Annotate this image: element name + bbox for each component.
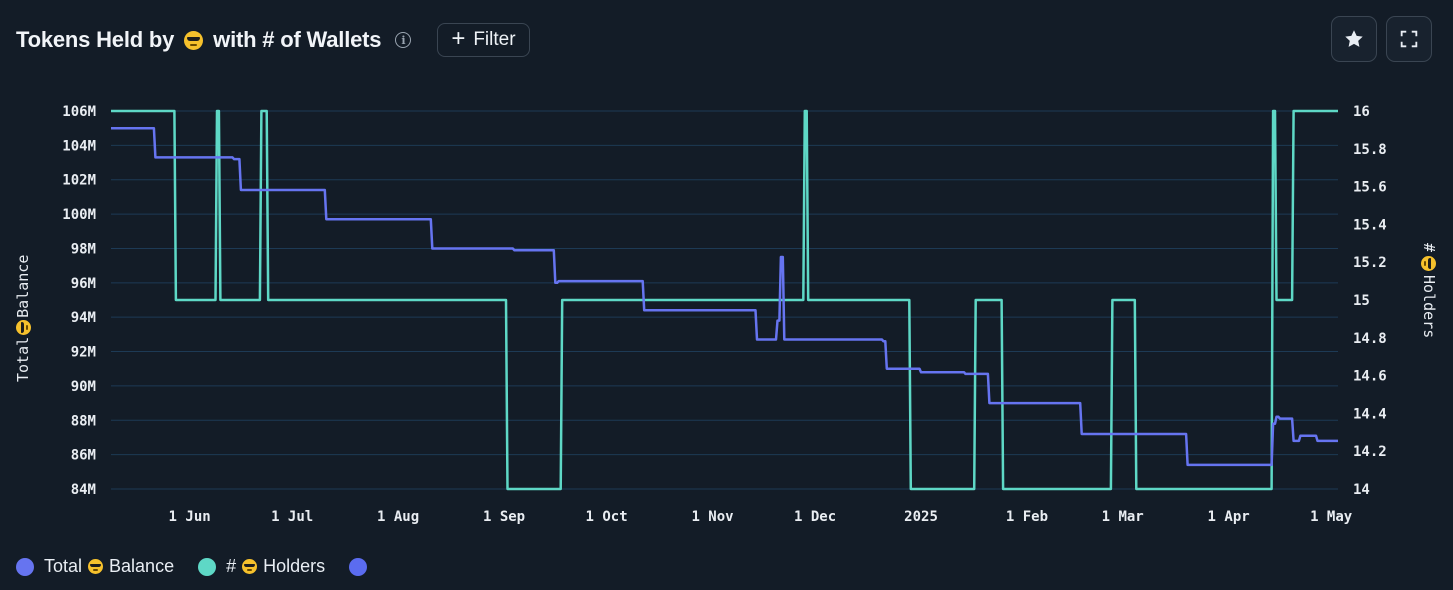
left-tick-label: 86M bbox=[71, 448, 96, 464]
right-axis-ticks: 14 14.2 14.4 14.6 14.8 15 15.2 15.4 15.6 15.8 16 bbox=[1353, 104, 1387, 498]
plus-icon: + bbox=[451, 25, 466, 52]
holders-series-line bbox=[111, 109, 1338, 491]
right-tick-label: 15.2 bbox=[1353, 255, 1387, 271]
right-tick-label: 15.6 bbox=[1353, 180, 1387, 196]
left-axis-ticks: 84M 86M 88M 90M 92M 94M 96M 98M 100M 102M 104M 106M bbox=[62, 104, 96, 498]
left-tick-label: 88M bbox=[71, 413, 96, 429]
series-lines bbox=[111, 109, 1338, 491]
right-tick-label: 15.4 bbox=[1353, 217, 1387, 233]
right-tick-label: 15 bbox=[1353, 293, 1370, 309]
filter-button[interactable]: + Filter bbox=[437, 23, 530, 57]
right-tick-label: 14.6 bbox=[1353, 369, 1387, 385]
chart-title: Tokens Held by with # of Wallets i bbox=[16, 27, 412, 53]
emoji-sunglasses-icon bbox=[184, 30, 204, 50]
favorite-button[interactable] bbox=[1331, 16, 1377, 62]
right-tick-label: 16 bbox=[1353, 104, 1370, 120]
info-icon[interactable]: i bbox=[395, 32, 412, 48]
left-tick-label: 92M bbox=[71, 345, 96, 361]
x-tick-label: 1 Sep bbox=[483, 509, 525, 525]
x-tick-label: 1 Mar bbox=[1102, 509, 1144, 525]
left-tick-label: 102M bbox=[62, 173, 96, 189]
x-tick-label: 1 Jun bbox=[169, 509, 211, 525]
legend-item-balance[interactable]: Total Balance bbox=[16, 556, 174, 577]
legend-item-holders[interactable]: # Holders bbox=[198, 556, 325, 577]
x-tick-label: 1 Aug bbox=[377, 509, 419, 525]
right-tick-label: 14.8 bbox=[1353, 331, 1387, 347]
left-tick-label: 84M bbox=[71, 482, 96, 498]
right-axis-label: # Holders bbox=[1420, 243, 1438, 339]
emoji-sunglasses-icon bbox=[88, 559, 104, 574]
chart-header: Tokens Held by with # of Wallets i + Fil… bbox=[16, 22, 530, 58]
left-tick-label: 96M bbox=[71, 276, 96, 292]
legend-dot bbox=[349, 557, 368, 576]
fullscreen-button[interactable] bbox=[1386, 16, 1432, 62]
left-tick-label: 90M bbox=[71, 379, 96, 395]
x-tick-label: 2025 bbox=[904, 509, 938, 525]
x-tick-label: 1 Apr bbox=[1208, 509, 1250, 525]
left-tick-label: 98M bbox=[71, 241, 96, 257]
x-tick-label: 1 Jul bbox=[271, 509, 313, 525]
left-tick-label: 100M bbox=[62, 207, 96, 223]
right-tick-label: 14.4 bbox=[1353, 406, 1387, 422]
title-prefix: Tokens Held by bbox=[16, 27, 175, 52]
x-tick-label: 1 May bbox=[1310, 509, 1353, 525]
left-tick-label: 106M bbox=[62, 104, 96, 120]
x-tick-label: 1 Dec bbox=[794, 509, 836, 525]
x-axis-ticks: 1 Jun 1 Jul 1 Aug 1 Sep 1 Oct 1 Nov 1 Dec 2025 1… bbox=[169, 509, 1353, 525]
emoji-sunglasses-icon bbox=[1421, 256, 1437, 272]
right-tick-label: 14 bbox=[1353, 482, 1370, 498]
emoji-sunglasses-icon bbox=[15, 319, 31, 335]
left-axis-label: Total Balance bbox=[14, 254, 32, 382]
x-tick-label: 1 Feb bbox=[1006, 509, 1048, 525]
x-tick-label: 1 Oct bbox=[586, 509, 628, 525]
title-suffix: with # of Wallets bbox=[213, 27, 382, 52]
legend-dot bbox=[16, 557, 34, 576]
x-tick-label: 1 Nov bbox=[691, 509, 733, 525]
legend-dot bbox=[198, 557, 217, 576]
grid-lines bbox=[111, 110, 1338, 490]
chart-legend: Total Balance # Holders bbox=[16, 556, 368, 577]
balance-series-line bbox=[111, 126, 1338, 467]
left-tick-label: 104M bbox=[62, 138, 96, 154]
left-tick-label: 94M bbox=[71, 310, 96, 326]
right-tick-label: 15.8 bbox=[1353, 142, 1387, 158]
fullscreen-icon bbox=[1400, 30, 1418, 48]
right-tick-label: 14.2 bbox=[1353, 444, 1387, 460]
filter-label: Filter bbox=[473, 29, 516, 50]
star-icon bbox=[1345, 30, 1363, 47]
legend-item-extra[interactable] bbox=[349, 557, 368, 576]
emoji-sunglasses-icon bbox=[242, 559, 258, 574]
